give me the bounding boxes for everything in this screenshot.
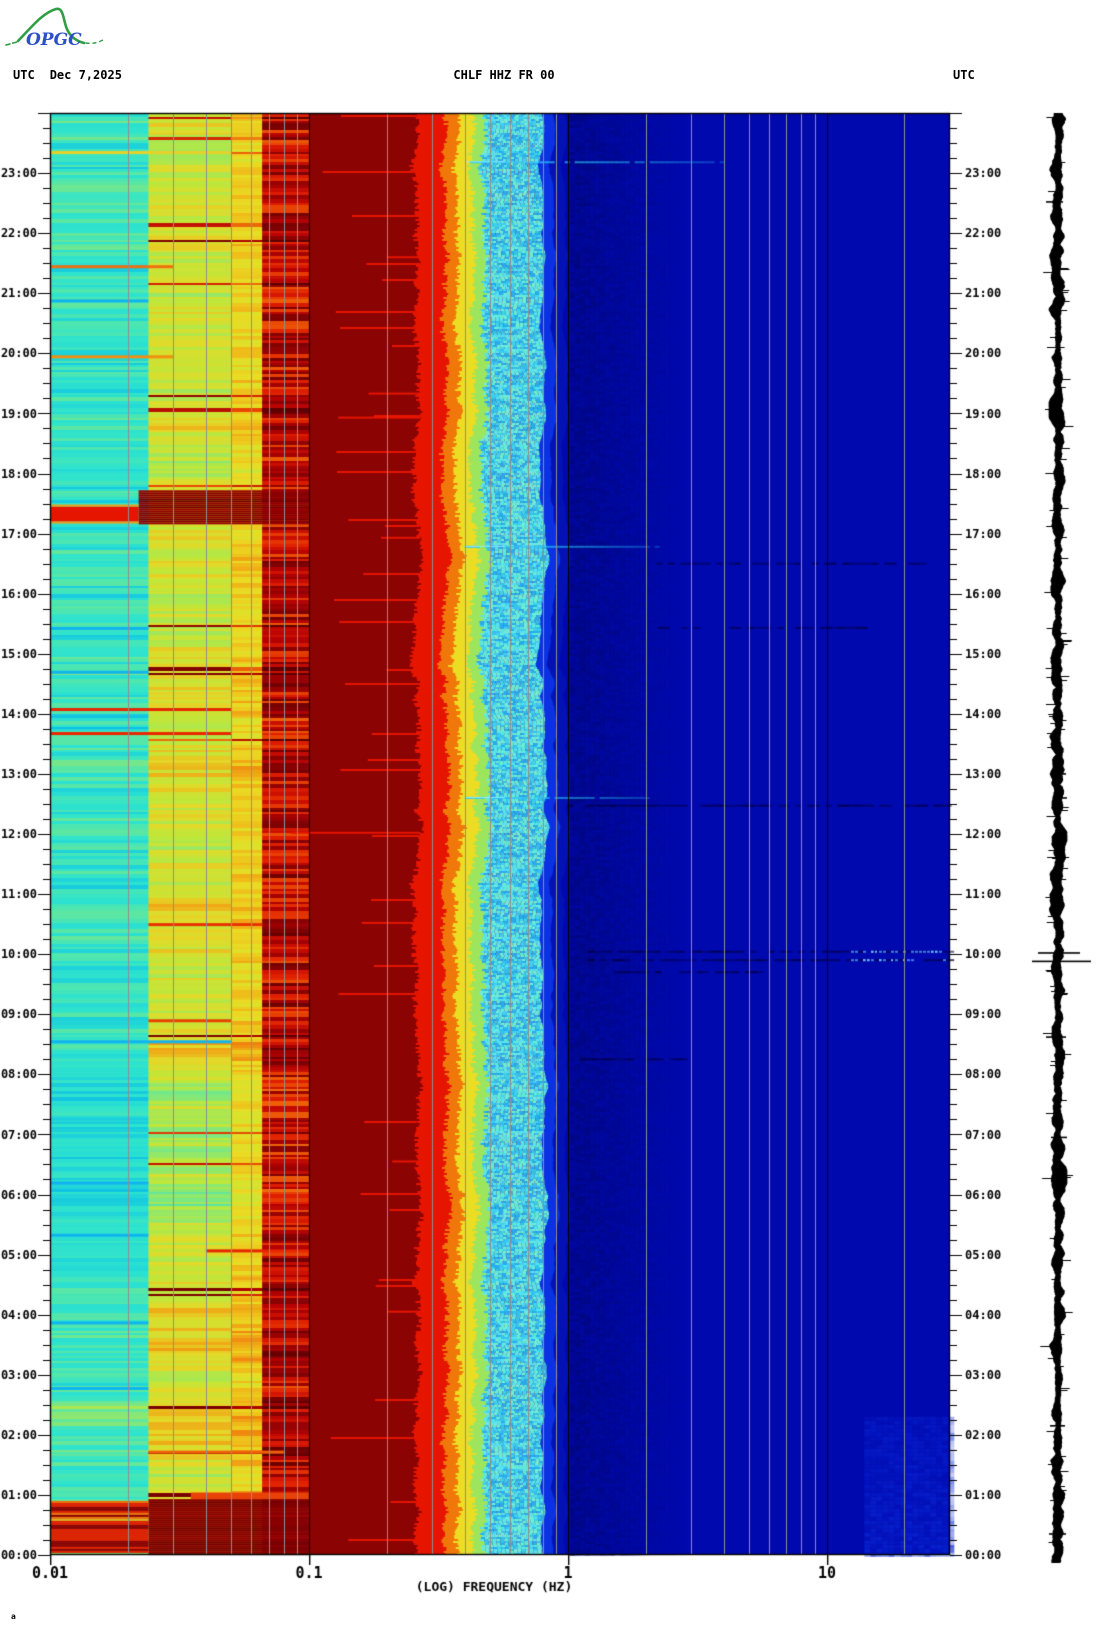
corner-mark: a bbox=[11, 1612, 16, 1621]
